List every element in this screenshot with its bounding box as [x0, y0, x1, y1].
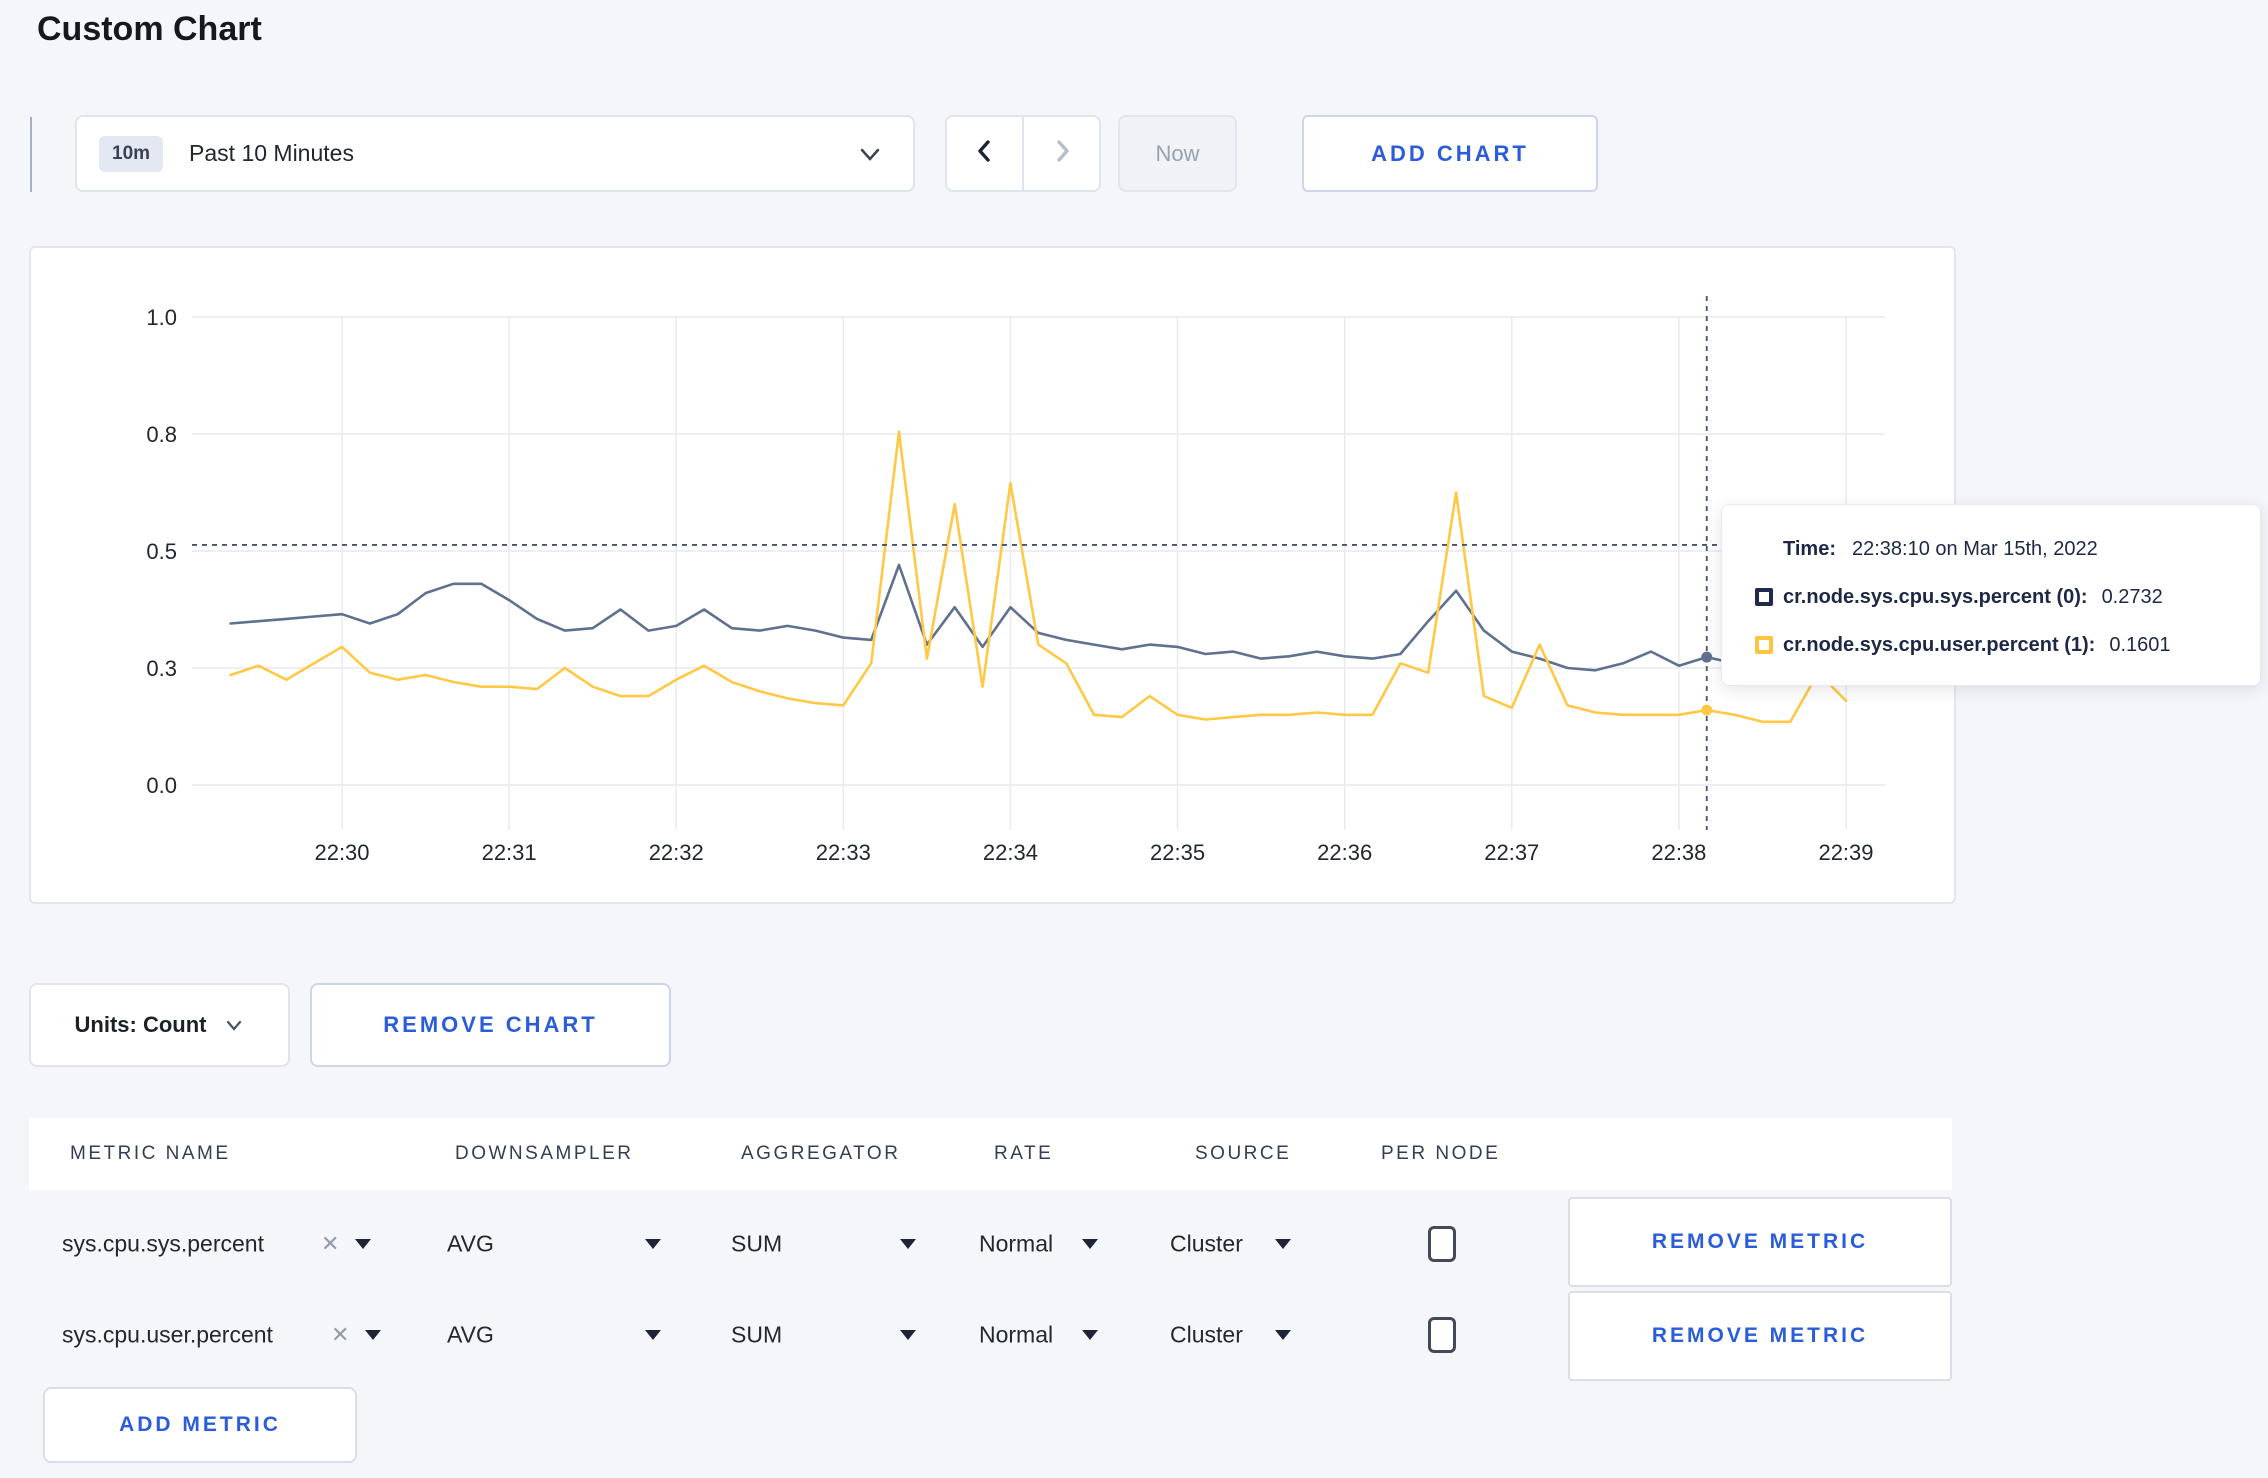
column-header-rate: RATE	[994, 1143, 1054, 1164]
y-axis-tick-label: 1.0	[146, 305, 177, 330]
remove-chart-button[interactable]: REMOVE CHART	[310, 983, 671, 1067]
remove-metric-button[interactable]: REMOVE METRIC	[1568, 1291, 1952, 1381]
hover-point-dot	[1701, 651, 1713, 663]
chart-hover-tooltip: Time: 22:38:10 on Mar 15th, 2022 cr.node…	[1721, 504, 2261, 686]
sys-percent-line	[229, 563, 1876, 672]
add-chart-button[interactable]: ADD CHART	[1302, 115, 1598, 192]
source-value[interactable]: Cluster	[1170, 1230, 1243, 1257]
x-axis-tick-label: 22:30	[314, 840, 369, 865]
prev-time-button[interactable]	[947, 117, 1024, 190]
x-axis-tick-label: 22:32	[649, 840, 704, 865]
remove-metric-button[interactable]: REMOVE METRIC	[1568, 1197, 1952, 1287]
clear-metric-icon[interactable]: ✕	[331, 1322, 350, 1347]
x-axis-tick-label: 22:36	[1317, 840, 1372, 865]
time-nav-group	[945, 115, 1101, 192]
tooltip-series-row: cr.node.sys.cpu.sys.percent (0): 0.2732	[1755, 583, 2260, 611]
tooltip-series-row: cr.node.sys.cpu.user.percent (1): 0.1601	[1755, 631, 2260, 659]
downsampler-caret-icon[interactable]	[645, 1239, 661, 1249]
column-header-per-node: PER NODE	[1381, 1143, 1501, 1164]
column-header-metric-name: METRIC NAME	[70, 1143, 231, 1164]
metric-name-value[interactable]: sys.cpu.sys.percent	[62, 1230, 264, 1257]
metric-name-dropdown-caret-icon[interactable]	[365, 1330, 381, 1340]
aggregator-value[interactable]: SUM	[731, 1230, 783, 1257]
rate-caret-icon[interactable]	[1082, 1239, 1098, 1249]
time-range-select[interactable]: 10m Past 10 Minutes	[75, 115, 915, 192]
y-axis-tick-label: 0.8	[146, 422, 177, 447]
page-title: Custom Chart	[37, 10, 262, 48]
x-axis-tick-label: 22:39	[1818, 840, 1873, 865]
y-axis-tick-label: 0.0	[146, 773, 177, 798]
aggregator-value[interactable]: SUM	[731, 1321, 783, 1348]
next-time-button[interactable]	[1024, 117, 1099, 190]
x-axis-tick-label: 22:31	[482, 840, 537, 865]
tooltip-series-value: 0.2732	[2101, 585, 2163, 608]
tooltip-series-label: cr.node.sys.cpu.sys.percent (0):	[1783, 585, 2088, 608]
user-percent-line	[229, 430, 1848, 724]
y-axis-tick-label: 0.5	[146, 539, 177, 564]
x-axis-tick-label: 22:35	[1150, 840, 1205, 865]
tooltip-series-label: cr.node.sys.cpu.user.percent (1):	[1783, 633, 2096, 656]
downsampler-value[interactable]: AVG	[447, 1230, 494, 1257]
chart-card: 1.0 0.8 0.5 0.3 0.0 22:30 22:31 22:32 22:33 22:34…	[29, 246, 1956, 904]
rate-value[interactable]: Normal	[979, 1321, 1054, 1348]
chevron-down-icon	[224, 1015, 244, 1035]
metric-row: sys.cpu.sys.percent ✕ AVG SUM Normal Clu…	[29, 1211, 1952, 1277]
user-series-swatch-icon	[1755, 636, 1773, 654]
metric-name-value[interactable]: sys.cpu.user.percent	[62, 1321, 273, 1348]
chevron-down-icon	[857, 141, 883, 167]
downsampler-value[interactable]: AVG	[447, 1321, 494, 1348]
hover-point-dot	[1701, 704, 1713, 716]
x-axis-tick-label: 22:34	[983, 840, 1038, 865]
y-axis-tick-label: 0.3	[146, 656, 177, 681]
x-axis-tick-label: 22:37	[1484, 840, 1539, 865]
x-axis-tick-label: 22:38	[1651, 840, 1706, 865]
timeseries-chart[interactable]: 1.0 0.8 0.5 0.3 0.0 22:30 22:31 22:32 22:33 22:34…	[31, 248, 1954, 902]
tooltip-series-value: 0.1601	[2109, 633, 2171, 656]
source-caret-icon[interactable]	[1275, 1239, 1291, 1249]
add-metric-button[interactable]: ADD METRIC	[43, 1387, 357, 1463]
chevron-right-icon	[1049, 138, 1075, 169]
clear-metric-icon[interactable]: ✕	[321, 1231, 340, 1256]
now-button[interactable]: Now	[1118, 115, 1237, 192]
sys-series-swatch-icon	[1755, 588, 1773, 606]
aggregator-caret-icon[interactable]	[900, 1330, 916, 1340]
column-header-downsampler: DOWNSAMPLER	[455, 1143, 634, 1164]
column-header-source: SOURCE	[1195, 1143, 1292, 1164]
rate-caret-icon[interactable]	[1082, 1330, 1098, 1340]
column-header-aggregator: AGGREGATOR	[741, 1143, 901, 1164]
tooltip-time-row: Time: 22:38:10 on Mar 15th, 2022	[1755, 535, 2260, 563]
toolbar-divider	[30, 117, 32, 192]
metric-row: sys.cpu.user.percent ✕ AVG SUM Normal Cl…	[29, 1302, 1952, 1368]
metrics-table-header: METRIC NAME DOWNSAMPLER AGGREGATOR RATE …	[29, 1118, 1952, 1190]
units-label: Units: Count	[74, 1012, 207, 1037]
per-node-checkbox[interactable]	[1428, 1226, 1456, 1262]
aggregator-caret-icon[interactable]	[900, 1239, 916, 1249]
per-node-checkbox[interactable]	[1428, 1317, 1456, 1353]
x-axis-tick-label: 22:33	[816, 840, 871, 865]
source-caret-icon[interactable]	[1275, 1330, 1291, 1340]
time-window-badge: 10m	[99, 135, 164, 172]
rate-value[interactable]: Normal	[979, 1230, 1054, 1257]
units-select[interactable]: Units: Count	[29, 983, 290, 1067]
time-window-label: Past 10 Minutes	[189, 140, 354, 166]
chevron-left-icon	[972, 138, 998, 169]
metric-name-dropdown-caret-icon[interactable]	[355, 1239, 371, 1249]
source-value[interactable]: Cluster	[1170, 1321, 1243, 1348]
downsampler-caret-icon[interactable]	[645, 1330, 661, 1340]
tooltip-time-label: Time:	[1783, 537, 1836, 560]
tooltip-time-value: 22:38:10 on Mar 15th, 2022	[1851, 537, 2098, 560]
